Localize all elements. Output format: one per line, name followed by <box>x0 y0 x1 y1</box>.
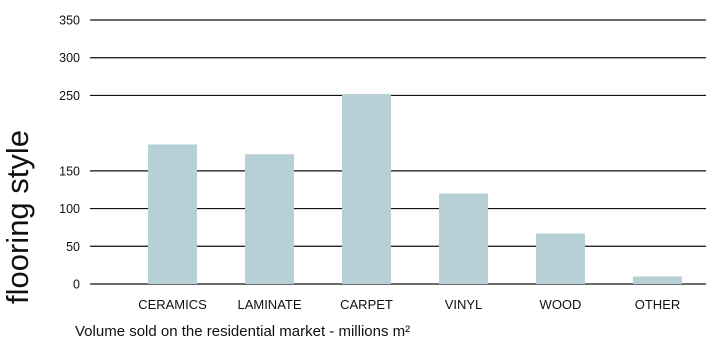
x-tick-label: OTHER <box>635 297 681 312</box>
bar <box>245 154 294 284</box>
y-tick-label: 0 <box>73 278 80 292</box>
bar <box>536 233 585 284</box>
x-tick-label: LAMINATE <box>237 297 301 312</box>
y-tick-label: 350 <box>59 14 80 28</box>
y-tick-label: 250 <box>59 89 80 103</box>
y-tick-label: 150 <box>59 164 80 178</box>
y-tick-label: 300 <box>59 51 80 65</box>
y-tick-label: 100 <box>59 202 80 216</box>
bar <box>148 144 197 284</box>
y-axis-title: flooring style <box>0 129 35 304</box>
y-tick-label: 50 <box>66 240 80 254</box>
x-tick-label: CARPET <box>340 297 393 312</box>
bar <box>439 193 488 284</box>
x-tick-label: WOOD <box>540 297 582 312</box>
x-tick-label: VINYL <box>445 297 483 312</box>
x-tick-label: CERAMICS <box>138 297 207 312</box>
bar <box>342 93 391 284</box>
x-axis-title: Volume sold on the residential market - … <box>75 323 411 340</box>
bar <box>633 276 682 284</box>
